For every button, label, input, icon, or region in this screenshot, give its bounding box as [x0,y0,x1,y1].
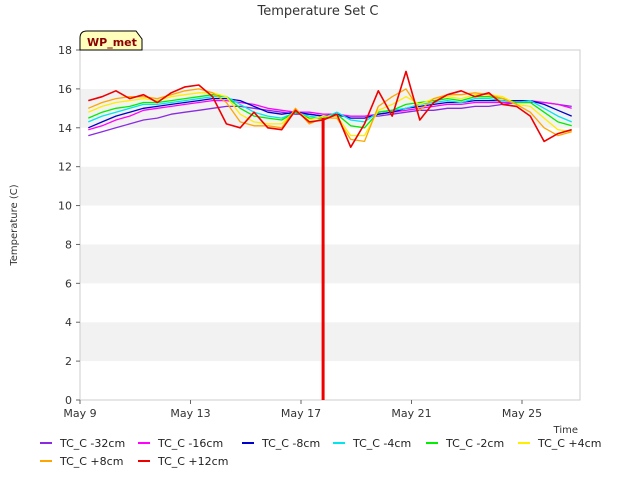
grid-band [80,205,580,245]
grid-band [80,127,580,167]
grid-band [80,361,580,400]
x-tick-label: May 13 [170,407,210,420]
y-tick-label: 8 [65,238,72,251]
x-tick-label: May 17 [281,407,321,420]
legend-label: TC_C -2cm [445,437,504,450]
grid-band [80,283,580,323]
chart-title: Temperature Set C [256,4,378,19]
legend-item: TC_C -8cm [242,437,320,450]
grid-band [80,244,580,284]
x-axis: May 9 May 13 May 17 May 21 May 25 [63,400,542,420]
y-tick-label: 16 [58,83,72,96]
legend-item: TC_C -4cm [333,437,411,450]
x-axis-label: Time [553,425,578,436]
badge-label: WP_met [87,36,137,49]
legend-label: TC_C -4cm [352,437,411,450]
series-line-tc-c-4cm [88,96,572,123]
grid-band [80,322,580,362]
y-tick-label: 14 [58,122,72,135]
legend-item: TC_C -2cm [426,437,504,450]
x-tick-label: May 25 [502,407,542,420]
legend-item: TC_C -32cm [40,437,125,450]
legend-item: TC_C +4cm [518,437,601,450]
plot-frame [79,49,581,401]
y-tick-label: 4 [65,316,72,329]
y-tick-label: 10 [58,200,72,213]
y-axis: 0 2 4 6 8 10 12 14 16 18 [58,44,80,407]
y-tick-label: 0 [65,394,72,407]
legend-item: TC_C +8cm [40,455,123,468]
legend-label: TC_C +8cm [59,455,123,468]
y-axis-label: Temperature (C) [9,184,20,266]
y-tick-label: 18 [58,44,72,57]
legend-label: TC_C -32cm [59,437,125,450]
legend-item: TC_C -16cm [138,437,223,450]
background-bands [80,50,580,400]
series-line-tc-c-12cm [88,70,572,148]
x-tick-label: May 9 [63,407,96,420]
legend-label: TC_C -8cm [261,437,320,450]
legend: TC_C -32cm TC_C -16cm TC_C -8cm TC_C -4cm TC… [40,437,601,468]
legend-item: TC_C +12cm [138,455,228,468]
grid-band [80,166,580,206]
y-tick-label: 12 [58,161,72,174]
y-tick-label: 2 [65,355,72,368]
series-lines [88,70,572,148]
wp-met-badge: WP_met [79,30,143,51]
series-line-tc-c-16cm [88,99,572,131]
y-tick-label: 6 [65,277,72,290]
legend-label: TC_C +4cm [537,437,601,450]
legend-label: TC_C +12cm [157,455,228,468]
grid-band [80,50,580,89]
legend-label: TC_C -16cm [157,437,223,450]
x-tick-label: May 21 [391,407,431,420]
